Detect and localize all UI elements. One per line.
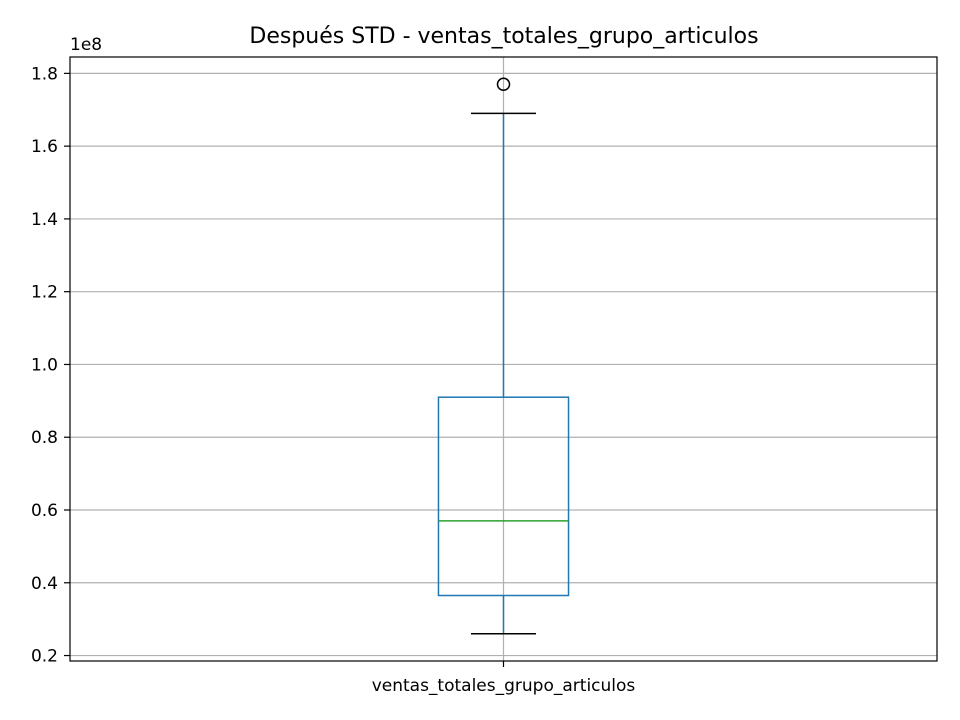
y-tick-label: 0.8 [31,428,58,448]
y-tick-label: 1.2 [31,283,58,303]
box-group [437,77,570,635]
plot-area-frame [69,56,938,662]
iqr-box [437,396,570,597]
chart-title: Después STD - ventas_totales_grupo_artic… [249,24,758,49]
y-tick-label: 1.4 [31,210,58,230]
y-tick-label: 1.8 [31,64,58,84]
y-tick-label: 0.6 [31,501,58,521]
ticks-layer: 0.2 0.4 0.6 0.8 1.0 1.2 1.4 1.6 1.8 ventas_totale… [31,64,635,696]
y-tick-label: 0.4 [31,574,58,594]
outlier-point [496,77,511,92]
box-layer [437,77,570,635]
y-tick-label: 1.6 [31,137,58,157]
y-tick-label: 0.2 [31,647,58,667]
y-axis-offset-label: 1e8 [70,35,102,55]
x-tick-label: ventas_totales_grupo_articulos [372,676,636,696]
y-tick-label: 1.0 [31,355,58,375]
